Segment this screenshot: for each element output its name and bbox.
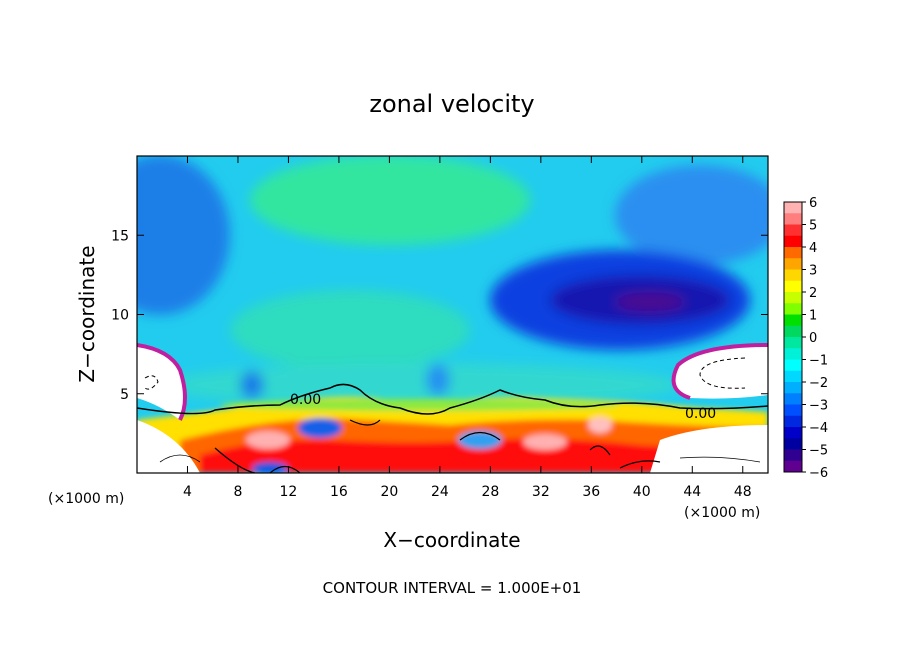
colorbar-swatch bbox=[784, 314, 802, 327]
colorbar-swatch bbox=[784, 247, 802, 259]
contour-interval-footer: CONTOUR INTERVAL = 1.000E+01 bbox=[323, 579, 582, 597]
left-blue-spot bbox=[240, 371, 264, 399]
colorbar-swatch bbox=[784, 415, 802, 428]
colorbar-swatch bbox=[784, 235, 802, 248]
red-boundary-layer bbox=[200, 438, 768, 473]
mid-blue-spot bbox=[426, 364, 450, 396]
upper-green-region bbox=[250, 156, 530, 245]
colorbar-tick-label: −1 bbox=[809, 354, 828, 369]
left-magenta-edge bbox=[137, 343, 187, 421]
contour-label-left: 0.00 bbox=[290, 392, 321, 408]
colorbar-tick-label: −3 bbox=[809, 399, 828, 414]
colorbar-swatch bbox=[784, 202, 802, 214]
colorbar-tick-label: −5 bbox=[809, 444, 828, 459]
secondary-contour-line bbox=[214, 419, 661, 473]
colorbar-swatch bbox=[784, 393, 802, 405]
x-unit-left: (×1000 m) bbox=[48, 491, 124, 507]
colorbar-tick-label: 5 bbox=[809, 219, 817, 234]
pink-patch-3 bbox=[588, 417, 612, 433]
y-tick-label: 5 bbox=[120, 387, 129, 403]
colorbar-tick-label: 4 bbox=[809, 241, 817, 256]
upper-right-blue-region bbox=[615, 165, 768, 265]
y-tick-label: 10 bbox=[111, 308, 129, 324]
colorbar-swatch bbox=[784, 269, 802, 282]
bottom-right-white-region bbox=[650, 425, 768, 473]
x-axis-label: X−coordinate bbox=[383, 528, 520, 552]
upper-left-blue-region bbox=[137, 156, 230, 315]
pink-patch-2 bbox=[523, 434, 567, 450]
colorbar-swatch bbox=[784, 224, 802, 237]
colorbar-swatch bbox=[784, 280, 802, 293]
x-tick-label: 48 bbox=[734, 484, 752, 500]
central-teal-region bbox=[230, 290, 470, 370]
heatmap-field bbox=[137, 156, 768, 473]
colorbar-swatch bbox=[784, 359, 802, 372]
blue-eddy-2 bbox=[458, 431, 502, 449]
pink-patch-1 bbox=[246, 431, 290, 449]
dashed-contour-left bbox=[144, 375, 159, 390]
x-tick-label: 4 bbox=[183, 484, 192, 500]
colorbar: 6 5 4 3 2 1 0 −1 −2 −3 −4 −5 −6 bbox=[783, 196, 828, 481]
x-tick-label: 8 bbox=[233, 484, 242, 500]
x-tick-label: 40 bbox=[633, 484, 651, 500]
green-boundary-strip bbox=[220, 399, 620, 411]
chart-title: zonal velocity bbox=[369, 90, 534, 118]
colorbar-swatch bbox=[784, 337, 802, 349]
colorbar-tick-label: 6 bbox=[809, 196, 817, 211]
colorbar-swatch bbox=[784, 370, 802, 383]
colorbar-tick-label: 0 bbox=[809, 331, 817, 346]
x-axis-ticks: 4 8 12 16 20 24 28 32 36 40 44 48 bbox=[183, 156, 752, 500]
colorbar-swatch bbox=[784, 438, 802, 450]
x-tick-label: 20 bbox=[380, 484, 398, 500]
colorbar-swatch bbox=[784, 292, 802, 304]
contour-label-right: 0.00 bbox=[685, 406, 716, 422]
y-tick-label: 15 bbox=[111, 228, 129, 244]
colorbar-tick-label: 3 bbox=[809, 264, 817, 279]
colorbar-swatch bbox=[784, 427, 802, 439]
colorbar-swatch bbox=[784, 382, 802, 394]
colorbar-tick-label: −2 bbox=[809, 376, 828, 391]
blue-eddy-3 bbox=[252, 462, 288, 473]
colorbar-swatch bbox=[784, 404, 802, 417]
x-tick-label: 12 bbox=[280, 484, 298, 500]
colorbar-tick-label: −4 bbox=[809, 421, 828, 436]
left-white-region bbox=[137, 345, 185, 420]
y-axis-label: Z−coordinate bbox=[75, 245, 99, 382]
colorbar-tick-label: 2 bbox=[809, 286, 817, 301]
zero-contour-line bbox=[137, 383, 768, 415]
x-tick-label: 24 bbox=[431, 484, 449, 500]
colorbar-swatch bbox=[784, 449, 802, 462]
right-magenta-edge bbox=[671, 343, 768, 400]
colorbar-swatch bbox=[784, 258, 802, 270]
blue-eddy-1 bbox=[298, 418, 342, 438]
colorbar-tick-label: 1 bbox=[809, 309, 817, 324]
x-tick-label: 32 bbox=[532, 484, 550, 500]
x-tick-label: 44 bbox=[683, 484, 701, 500]
dashed-contour-right bbox=[699, 357, 746, 389]
x-tick-label: 28 bbox=[481, 484, 499, 500]
y-axis-ticks: 5 10 15 bbox=[111, 228, 768, 403]
x-unit-right: (×1000 m) bbox=[684, 505, 760, 521]
colorbar-swatch bbox=[784, 325, 802, 338]
colorbar-swatch bbox=[784, 213, 802, 225]
colorbar-swatch bbox=[784, 460, 802, 473]
x-tick-label: 16 bbox=[330, 484, 348, 500]
thin-contour-bottom bbox=[159, 454, 761, 463]
colorbar-swatch bbox=[784, 303, 802, 315]
lower-teal-band bbox=[160, 363, 680, 407]
colorbar-tick-label: −6 bbox=[809, 466, 828, 481]
x-tick-label: 36 bbox=[582, 484, 600, 500]
colorbar-swatch bbox=[784, 348, 802, 360]
bottom-left-white-region bbox=[137, 420, 200, 473]
right-jet-core-peak bbox=[615, 292, 685, 312]
